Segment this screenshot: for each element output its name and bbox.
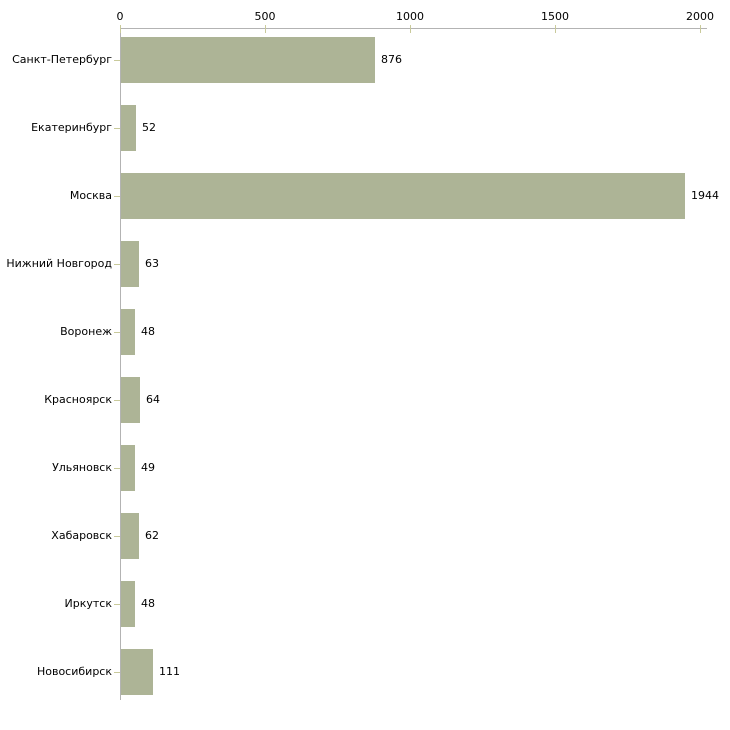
y-tick-mark <box>114 468 120 469</box>
x-tick-label: 1000 <box>396 10 424 23</box>
y-tick-mark <box>114 128 120 129</box>
x-axis-line <box>120 28 707 29</box>
bar <box>121 37 375 83</box>
y-axis-line <box>120 28 121 700</box>
category-label: Воронеж <box>60 325 112 338</box>
category-label: Москва <box>69 189 112 202</box>
x-tick-label: 1500 <box>541 10 569 23</box>
bar <box>121 581 135 627</box>
x-tick-label: 500 <box>254 10 276 23</box>
category-label: Хабаровск <box>51 529 112 542</box>
x-tick-label: 0 <box>116 10 124 23</box>
bar <box>121 445 135 491</box>
y-tick-mark <box>114 196 120 197</box>
x-tick-mark <box>120 25 121 33</box>
x-tick-label: 2000 <box>686 10 714 23</box>
x-tick-mark <box>265 25 266 33</box>
value-label: 1944 <box>691 189 719 202</box>
x-tick-mark <box>700 25 701 33</box>
y-tick-mark <box>114 536 120 537</box>
y-tick-mark <box>114 604 120 605</box>
value-label: 62 <box>145 529 159 542</box>
y-tick-mark <box>114 672 120 673</box>
y-tick-mark <box>114 332 120 333</box>
bar <box>121 105 136 151</box>
bar <box>121 377 140 423</box>
category-label: Санкт-Петербург <box>12 53 112 66</box>
value-label: 48 <box>141 597 155 610</box>
value-label: 64 <box>146 393 160 406</box>
category-label: Екатеринбург <box>31 121 112 134</box>
value-label: 49 <box>141 461 155 474</box>
bar <box>121 241 139 287</box>
bar <box>121 649 153 695</box>
value-label: 52 <box>142 121 156 134</box>
bar <box>121 309 135 355</box>
y-tick-mark <box>114 264 120 265</box>
category-label: Красноярск <box>44 393 112 406</box>
value-label: 876 <box>381 53 402 66</box>
x-tick-mark <box>410 25 411 33</box>
x-tick-mark <box>555 25 556 33</box>
value-label: 48 <box>141 325 155 338</box>
category-label: Новосибирск <box>36 665 112 678</box>
y-tick-mark <box>114 400 120 401</box>
value-label: 111 <box>159 665 180 678</box>
category-label: Иркутск <box>64 597 112 610</box>
value-label: 63 <box>145 257 159 270</box>
y-tick-mark <box>114 60 120 61</box>
bar <box>121 513 139 559</box>
category-label: Нижний Новгород <box>6 257 112 270</box>
category-label: Ульяновск <box>52 461 112 474</box>
bar <box>121 173 685 219</box>
